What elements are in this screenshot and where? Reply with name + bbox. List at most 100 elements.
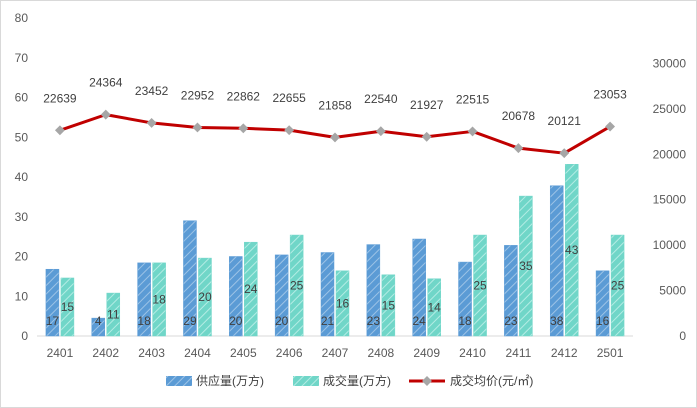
y-left-tick-label: 70 [15,51,29,65]
legend: 供应量(万方) 成交量(万方) 成交均价(元/㎡) [166,373,533,388]
deal-data-label: 18 [152,292,166,306]
legend-label-deal: 成交量(万方) [323,373,391,388]
x-tick-label: 2407 [322,346,349,360]
line-layer [54,109,616,159]
price-data-label: 23452 [135,84,169,98]
deal-data-label: 24 [244,282,258,296]
bars-layer [45,164,625,337]
deal-bar [564,164,579,337]
x-tick-label: 2412 [551,346,578,360]
supply-data-label: 16 [596,314,610,328]
x-tick-label: 2403 [138,346,165,360]
deal-bar [198,257,212,337]
supply-data-label: 20 [275,314,289,328]
supply-bar [137,262,151,337]
y-right-tick-label: 0 [679,329,686,343]
deal-data-label: 15 [382,298,396,312]
deal-bar [106,292,121,337]
y-left-tick-label: 20 [15,250,29,264]
x-tick-label: 2501 [597,346,624,360]
y-right-tick-label: 5000 [659,284,686,298]
y-right-tick-label: 20000 [653,147,687,161]
deal-bar [610,234,625,337]
deal-data-label: 25 [611,279,625,293]
supply-bar [183,220,197,337]
supply-data-label: 20 [229,314,243,328]
price-point-marker [421,131,432,142]
price-point-marker [238,123,249,134]
price-data-label: 20678 [502,109,536,123]
price-point-marker [375,126,386,137]
supply-data-label: 18 [137,314,151,328]
deal-data-label: 16 [336,296,350,310]
x-tick-label: 2406 [276,346,303,360]
supply-bar [274,254,289,337]
x-tick-label: 2402 [92,346,119,360]
price-data-label: 20121 [548,114,582,128]
supply-bar [366,244,381,337]
supply-data-label: 17 [46,314,60,328]
x-tick-label: 2409 [413,346,440,360]
deal-data-label: 43 [565,243,579,257]
supply-data-label: 18 [458,314,472,328]
supply-bar [45,268,60,337]
deal-bar [60,277,75,337]
price-data-label: 23053 [593,88,627,102]
y-left-tick-label: 40 [15,170,29,184]
y-left-tick-label: 60 [15,91,29,105]
price-point-marker [605,121,616,132]
y-left-tick-label: 50 [15,130,29,144]
price-point-marker [559,148,570,159]
price-point-marker [330,132,340,143]
deal-data-label: 25 [290,279,304,293]
deal-bar [244,241,258,337]
deal-bar [519,195,533,337]
supply-bar [91,317,106,337]
deal-bar [289,234,304,337]
supply-bar [504,245,518,337]
supply-data-label: 23 [504,314,518,328]
supply-bar [320,252,335,337]
price-point-marker [100,109,111,120]
price-point-marker [146,117,157,128]
supply-data-label: 24 [413,314,427,328]
y-left-tick-label: 0 [21,329,28,343]
x-tick-label: 2404 [184,346,211,360]
deal-data-label: 20 [198,290,212,304]
price-data-label: 22639 [43,91,77,105]
supply-bar [458,261,472,337]
y-left-tick-label: 80 [15,11,29,25]
deal-data-label: 25 [473,279,487,293]
x-tick-label: 2405 [230,346,257,360]
x-tick-label: 2411 [505,346,531,360]
legend-marker-price [422,376,432,386]
deal-data-label: 15 [61,300,75,314]
y-right-tick-label: 30000 [653,56,687,70]
deal-data-label: 11 [107,308,120,322]
legend-label-price: 成交均价(元/㎡) [450,373,533,388]
supply-bar [549,185,564,337]
deal-bar [335,270,350,337]
x-tick-label: 2408 [367,346,394,360]
y-right-tick-label: 15000 [653,193,687,207]
deal-bar [152,262,166,337]
supply-data-label: 21 [321,314,335,328]
price-point-marker [284,125,295,136]
y-left-tick-label: 30 [15,210,29,224]
x-tick-label: 2401 [47,346,74,360]
price-data-label: 22515 [456,92,490,106]
price-data-label: 22540 [364,92,398,106]
supply-bar [229,256,243,337]
legend-label-supply: 供应量(万方) [196,373,264,388]
price-data-label: 21858 [318,98,352,112]
deal-bar [427,278,441,337]
supply-data-label: 29 [183,314,197,328]
deal-bar [473,234,487,337]
price-point-marker [192,122,203,133]
axes-layer: 0 10 20 30 40 50 60 70 80 0 5000 10000 15000 20000 250… [15,11,687,360]
x-tick-label: 2410 [459,346,486,360]
price-data-label: 24364 [89,76,123,90]
